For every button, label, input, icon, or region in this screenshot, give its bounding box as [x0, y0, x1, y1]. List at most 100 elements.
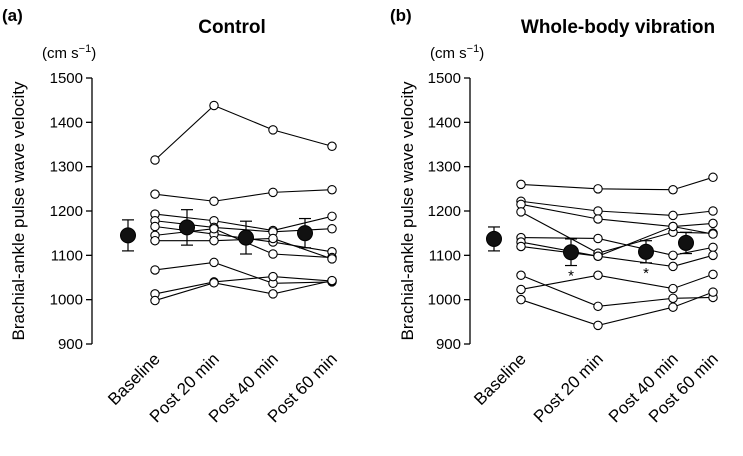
y-tick-label: 1100: [429, 247, 461, 264]
subject-point: [150, 265, 160, 275]
subject-point: [327, 223, 337, 234]
mean-point: [120, 227, 136, 244]
significance-marker: *: [643, 265, 649, 282]
subject-point: [150, 189, 160, 199]
subject-point: [209, 257, 219, 268]
subject-point: [268, 289, 278, 299]
chart-panel-1: (a) Control Brachial-ankle pulse wave velo…: [2, 6, 341, 426]
subject-point: [668, 302, 678, 312]
y-tick-label: 1100: [51, 247, 83, 264]
subject-point: [516, 270, 526, 281]
subject-point: [268, 125, 278, 135]
subject-line: [520, 273, 714, 291]
y-tick-label: 1000: [50, 292, 83, 309]
subject-point: [593, 184, 603, 194]
subject-point: [593, 320, 603, 331]
subject-point: [209, 278, 219, 288]
subject-point: [708, 172, 718, 183]
subject-point: [150, 295, 160, 306]
subject-point: [593, 206, 603, 216]
significance-marker: *: [568, 268, 574, 285]
subject-point: [708, 242, 718, 253]
x-tick-label: Post 20 min: [530, 349, 607, 426]
y-tick-label: 1200: [428, 203, 461, 220]
y-axis-label: Brachial-ankle pulse wave velocity: [398, 81, 417, 340]
subject-line: [520, 203, 714, 228]
mean-point: [638, 243, 654, 260]
subject-point: [708, 206, 718, 216]
subject-line: [520, 274, 714, 307]
y-axis-label: Brachial-ankle pulse wave velocity: [9, 81, 28, 340]
x-tick-label: Baseline: [470, 349, 530, 409]
mean-point: [678, 234, 694, 251]
subject-point: [708, 250, 718, 261]
panel-letter: (a): [2, 6, 23, 25]
subject-point: [593, 251, 603, 261]
subject-line: [154, 280, 333, 302]
subject-line: [520, 237, 714, 256]
subject-point: [268, 233, 278, 244]
subject-point: [516, 241, 526, 252]
subject-point: [668, 283, 678, 294]
mean-point: [179, 219, 195, 236]
subject-line: [154, 213, 333, 232]
subject-line: [520, 291, 714, 326]
subject-point: [593, 270, 603, 281]
subject-line: [520, 211, 714, 254]
subject-point: [708, 218, 718, 229]
subject-line: [520, 245, 714, 267]
subject-point: [268, 249, 278, 259]
chart-title: Control: [198, 17, 266, 38]
subject-point: [708, 229, 718, 239]
subject-point: [668, 261, 678, 272]
mean-point: [563, 244, 579, 261]
panel-letter: (b): [390, 6, 412, 25]
y-tick-label: 1300: [428, 159, 461, 176]
chart-title: Whole-body vibration: [521, 17, 715, 38]
subject-point: [516, 179, 526, 190]
subject-point: [268, 187, 278, 198]
y-tick-label: 900: [436, 336, 461, 353]
subject-point: [327, 211, 337, 222]
subject-point: [668, 293, 678, 304]
subject-point: [668, 221, 678, 232]
subject-point: [516, 294, 526, 305]
mean-point: [486, 230, 502, 247]
y-tick-label: 900: [58, 336, 83, 353]
subject-point: [593, 233, 603, 244]
x-tick-label: Baseline: [104, 349, 164, 409]
subject-line: [520, 225, 714, 257]
y-tick-label: 1300: [50, 159, 83, 176]
subject-point: [668, 184, 678, 195]
subject-point: [209, 223, 219, 234]
subject-point: [327, 254, 337, 264]
y-tick-label: 1400: [50, 114, 83, 131]
mean-point: [297, 225, 313, 242]
subject-point: [668, 250, 678, 261]
subject-point: [593, 301, 603, 312]
subject-point: [327, 275, 337, 286]
subject-line: [154, 189, 333, 202]
subject-line: [520, 200, 714, 216]
subject-line: [154, 261, 333, 284]
subject-point: [708, 269, 718, 280]
y-tick-label: 1400: [428, 114, 461, 131]
y-tick-label: 1000: [428, 292, 461, 309]
mean-point: [238, 229, 254, 246]
subject-line: [154, 276, 333, 295]
subject-point: [327, 141, 337, 152]
subject-point: [209, 100, 219, 111]
chart-panel-2: (b) Whole-body vibration Brachial-ankle pu…: [390, 6, 722, 426]
subject-point: [150, 221, 160, 232]
subject-line: [154, 104, 333, 161]
subject-point: [516, 207, 526, 217]
subject-point: [209, 235, 219, 246]
y-tick-label: 1200: [50, 203, 83, 220]
subject-point: [593, 214, 603, 224]
subject-point: [516, 284, 526, 295]
y-tick-label: 1500: [50, 70, 83, 87]
y-tick-label: 1500: [428, 70, 461, 87]
subject-point: [327, 184, 337, 195]
subject-point: [668, 210, 678, 221]
